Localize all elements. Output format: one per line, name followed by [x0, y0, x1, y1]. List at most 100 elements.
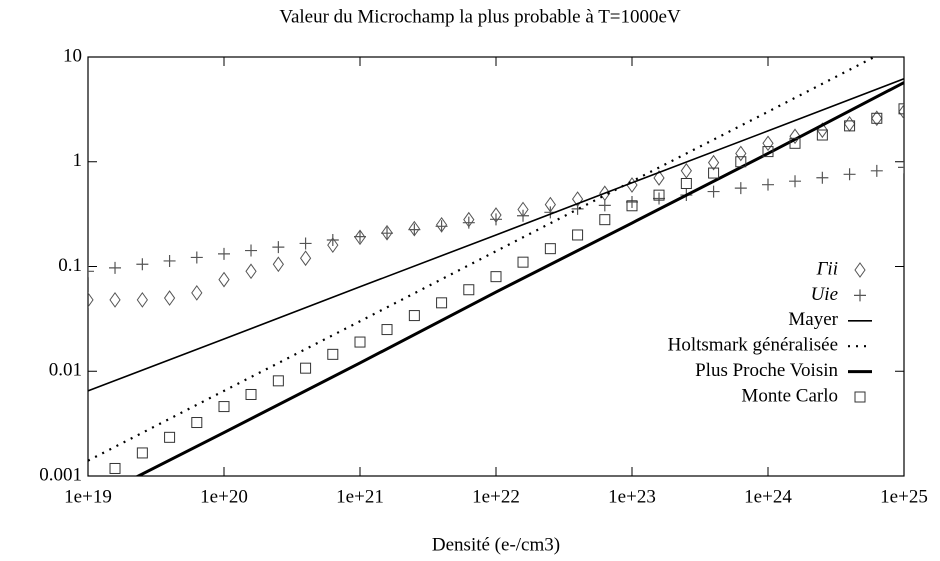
square-marker	[854, 391, 866, 403]
square-marker	[789, 137, 801, 149]
plus-marker	[462, 216, 475, 229]
plus-marker	[190, 251, 203, 264]
square-marker	[680, 177, 692, 189]
x-tick-label: 1e+21	[336, 486, 384, 507]
square-marker	[544, 243, 556, 255]
y-tick-label: 0.1	[58, 255, 82, 276]
plus-marker	[354, 230, 366, 243]
legend-label: Monte Carlo	[741, 385, 838, 406]
diamond-marker	[109, 292, 121, 308]
diamond-marker	[735, 145, 747, 162]
y-tick-label: 0.01	[49, 360, 82, 381]
plus-marker	[870, 164, 883, 177]
square-marker	[463, 284, 475, 296]
square-marker	[381, 324, 393, 336]
square-marker	[218, 401, 230, 413]
plus-marker	[245, 244, 258, 257]
y-tick-label: 0.001	[39, 464, 82, 485]
legend-label: Mayer	[788, 309, 838, 330]
plus-marker	[598, 199, 611, 212]
x-tick-label: 1e+23	[608, 486, 656, 507]
y-tick-label: 1	[73, 150, 83, 171]
diamond-marker	[88, 292, 94, 308]
legend-label: Holtsmark généralisée	[668, 335, 838, 356]
diamond-marker	[653, 170, 665, 186]
plus-marker	[653, 192, 666, 205]
square-marker	[354, 336, 366, 348]
square-marker	[572, 229, 584, 241]
diamond-marker	[163, 290, 176, 306]
diamond-marker	[327, 237, 339, 253]
series-line	[88, 57, 877, 462]
legend-label: Uie	[811, 284, 838, 305]
square-marker	[898, 103, 904, 115]
plus-marker	[843, 168, 856, 181]
plus-marker	[762, 178, 774, 191]
plus-marker	[626, 195, 638, 208]
x-tick-label: 1e+19	[64, 486, 112, 507]
diamond-marker	[245, 263, 257, 280]
diamond-marker	[136, 292, 148, 308]
legend-label: Γii	[816, 258, 838, 279]
square-marker	[626, 200, 638, 212]
square-marker	[517, 256, 529, 268]
square-marker	[708, 167, 720, 179]
plus-marker	[435, 220, 448, 233]
y-tick-label: 10	[63, 45, 82, 66]
plus-marker	[136, 258, 149, 271]
series-line	[135, 81, 904, 476]
series-line	[88, 78, 904, 392]
square-marker	[272, 375, 284, 387]
x-tick-label: 1e+24	[744, 486, 792, 507]
diamond-marker	[680, 162, 692, 179]
plus-marker	[734, 182, 747, 195]
square-marker	[871, 112, 883, 124]
square-marker	[735, 156, 747, 168]
plus-marker	[707, 185, 720, 198]
x-tick-label: 1e+25	[880, 486, 928, 507]
square-marker	[408, 310, 420, 322]
diamond-marker	[762, 135, 774, 152]
square-marker	[599, 214, 611, 226]
diamond-marker	[898, 103, 904, 120]
plus-marker	[381, 227, 394, 240]
square-marker	[164, 431, 176, 443]
chart-title: Valeur du Microchamp la plus probable à …	[279, 6, 681, 27]
diamond-marker	[381, 224, 393, 241]
plus-marker	[163, 254, 176, 267]
plot-frame	[87, 56, 905, 477]
x-axis-label: Densité (e-/cm3)	[432, 534, 560, 555]
square-marker	[653, 189, 665, 201]
plus-marker	[789, 175, 802, 188]
diamond-marker	[191, 285, 203, 301]
diamond-marker	[272, 256, 284, 273]
square-marker	[191, 417, 203, 429]
plus-marker	[898, 161, 904, 174]
square-marker	[327, 348, 339, 360]
plus-marker	[517, 209, 530, 222]
x-tick-label: 1e+22	[472, 486, 520, 507]
plus-marker	[109, 261, 122, 274]
plus-marker	[218, 247, 230, 260]
square-marker	[300, 362, 312, 374]
square-marker	[245, 388, 257, 400]
plus-marker	[88, 265, 94, 278]
square-marker	[816, 129, 828, 141]
diamond-marker	[854, 262, 866, 278]
square-marker	[136, 447, 148, 459]
square-marker	[762, 146, 774, 158]
square-marker	[109, 462, 121, 474]
square-marker	[436, 297, 448, 309]
diamond-marker	[707, 154, 720, 171]
plus-marker	[816, 171, 829, 184]
plot-area	[88, 57, 904, 476]
plus-marker	[408, 223, 421, 236]
plus-marker	[299, 237, 312, 250]
diamond-marker	[218, 271, 230, 288]
plus-marker	[272, 241, 285, 254]
diamond-marker	[354, 229, 366, 246]
diamond-marker	[626, 177, 638, 193]
plus-marker	[326, 234, 339, 247]
